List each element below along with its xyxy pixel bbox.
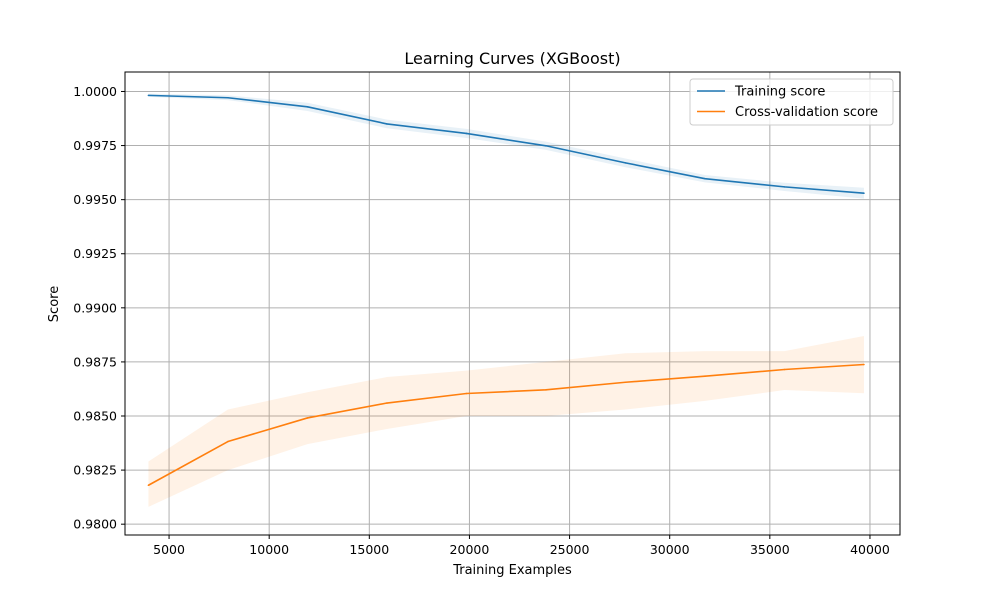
data-point <box>306 417 309 419</box>
x-axis-ticks: 5000 10000 15000 20000 25000 30000 35000 40000 <box>153 535 890 557</box>
data-point <box>783 186 786 188</box>
legend-label-1: Cross-validation score <box>735 105 878 120</box>
data-point <box>465 132 468 135</box>
data-point <box>386 402 388 404</box>
confidence-band-1 <box>148 335 864 507</box>
series-line-0 <box>148 94 865 194</box>
x-tick-label: 25000 <box>550 542 590 557</box>
y-tick-label: 0.9850 <box>73 409 117 424</box>
x-tick-label: 20000 <box>450 542 490 557</box>
data-point <box>624 162 627 164</box>
y-axis-ticks: 0.9800 0.9825 0.9850 0.9875 0.9900 0.9925 0.99… <box>73 84 125 532</box>
data-point <box>704 177 706 180</box>
data-point <box>227 440 229 443</box>
data-point <box>624 381 627 384</box>
x-tick-label: 15000 <box>349 542 389 557</box>
confidence-bands <box>148 93 864 507</box>
x-tick-label: 10000 <box>249 542 289 557</box>
y-tick-label: 0.9875 <box>73 354 117 369</box>
y-tick-label: 1.0000 <box>73 84 117 99</box>
x-axis-label: Training Examples <box>452 563 572 578</box>
data-point <box>863 363 865 366</box>
y-tick-label: 0.9825 <box>73 463 117 478</box>
legend-label-0: Training score <box>734 85 825 100</box>
x-tick-label: 40000 <box>850 542 890 557</box>
data-point <box>465 392 468 395</box>
x-tick-label: 35000 <box>750 542 790 557</box>
legend-box <box>689 78 894 126</box>
data-point <box>386 123 388 125</box>
grid <box>125 72 900 535</box>
x-tick-label: 30000 <box>650 542 690 557</box>
data-point <box>227 96 229 99</box>
chart-title: Learning Curves (XGBoost) <box>404 49 620 68</box>
y-axis-label: Score <box>47 286 62 322</box>
data-point <box>147 94 150 97</box>
series-line-1 <box>148 363 865 486</box>
data-point <box>783 368 786 371</box>
data-point <box>863 192 865 194</box>
y-tick-label: 0.9900 <box>73 300 117 315</box>
series-lines <box>147 94 865 487</box>
data-point <box>704 375 706 378</box>
data-point <box>545 144 547 147</box>
plot-frame <box>124 71 901 536</box>
data-point <box>306 106 309 108</box>
y-tick-label: 0.9800 <box>73 517 117 532</box>
confidence-band-0 <box>148 93 864 199</box>
x-tick-label: 5000 <box>153 542 185 557</box>
legend: Training score Cross-validation score <box>689 78 894 126</box>
y-tick-label: 0.9950 <box>73 192 117 207</box>
y-tick-label: 0.9925 <box>73 246 117 261</box>
data-point <box>545 389 547 391</box>
y-tick-label: 0.9975 <box>73 138 117 153</box>
data-point <box>147 484 150 487</box>
